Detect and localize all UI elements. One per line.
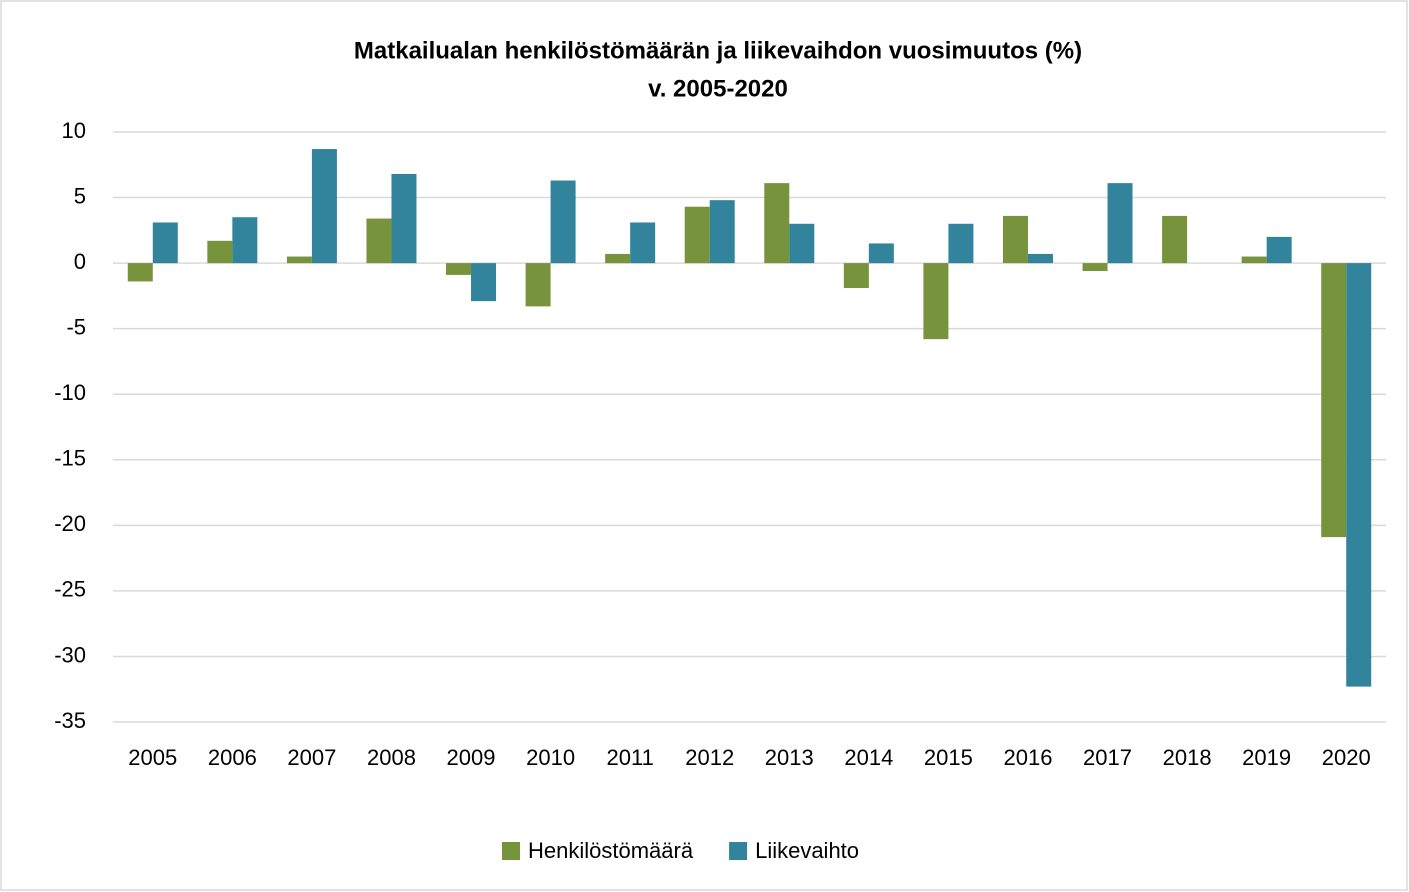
x-tick-label: 2020 — [1322, 745, 1371, 770]
legend-label: Liikevaihto — [755, 838, 859, 863]
x-tick-label: 2016 — [1003, 745, 1052, 770]
x-tick-label: 2008 — [367, 745, 416, 770]
bar — [1107, 183, 1133, 264]
bar — [446, 263, 472, 275]
bar — [1027, 253, 1053, 264]
bar — [684, 206, 710, 264]
x-tick-label: 2011 — [607, 745, 654, 770]
bar — [391, 173, 417, 264]
y-tick-label: 5 — [74, 183, 86, 208]
bar — [471, 263, 497, 302]
bar — [630, 222, 656, 264]
bar — [1241, 256, 1267, 264]
bar — [1082, 263, 1108, 271]
y-tick-label: -5 — [66, 314, 86, 339]
x-tick-label: 2006 — [208, 745, 257, 770]
bar — [207, 240, 233, 264]
x-tick-label: 2013 — [765, 745, 814, 770]
y-tick-label: -20 — [54, 511, 86, 536]
x-tick-label: 2005 — [128, 745, 177, 770]
bar — [923, 263, 949, 340]
x-tick-label: 2012 — [685, 745, 734, 770]
chart-title: Matkailualan henkilöstömäärän ja liikeva… — [354, 37, 1082, 64]
y-tick-label: -25 — [54, 577, 86, 602]
bar — [286, 256, 312, 264]
bar — [1321, 263, 1347, 538]
legend-swatch — [502, 842, 520, 860]
bar — [232, 217, 258, 264]
bar — [764, 183, 790, 264]
x-tick-label: 2009 — [447, 745, 496, 770]
bar — [709, 200, 735, 264]
x-tick-label: 2007 — [287, 745, 336, 770]
y-tick-label: 0 — [74, 249, 86, 274]
x-tick-label: 2015 — [924, 745, 973, 770]
bar — [1162, 215, 1188, 264]
legend-swatch — [729, 842, 748, 860]
bar — [1002, 215, 1028, 264]
y-tick-label: -10 — [54, 380, 86, 405]
y-tick-label: 10 — [62, 118, 86, 143]
legend-label: Henkilöstömäärä — [528, 838, 694, 863]
bar — [1266, 236, 1292, 264]
bar — [525, 263, 551, 307]
bar — [868, 243, 894, 264]
bar — [605, 253, 631, 264]
y-tick-label: -35 — [54, 708, 86, 733]
x-tick-label: 2018 — [1163, 745, 1212, 770]
bar — [366, 218, 392, 264]
x-tick-label: 2014 — [844, 745, 893, 770]
y-tick-label: -30 — [54, 642, 86, 667]
chart-title: v. 2005-2020 — [648, 75, 788, 102]
bar — [152, 222, 178, 264]
bar — [789, 223, 815, 264]
x-tick-label: 2010 — [526, 745, 575, 770]
x-tick-label: 2017 — [1083, 745, 1132, 770]
bar — [948, 223, 974, 264]
bar — [843, 263, 869, 289]
bar — [127, 263, 153, 282]
y-tick-label: -15 — [54, 446, 86, 471]
bar — [1346, 263, 1372, 687]
bar — [311, 149, 337, 264]
bar — [550, 180, 576, 264]
x-tick-label: 2019 — [1242, 745, 1291, 770]
